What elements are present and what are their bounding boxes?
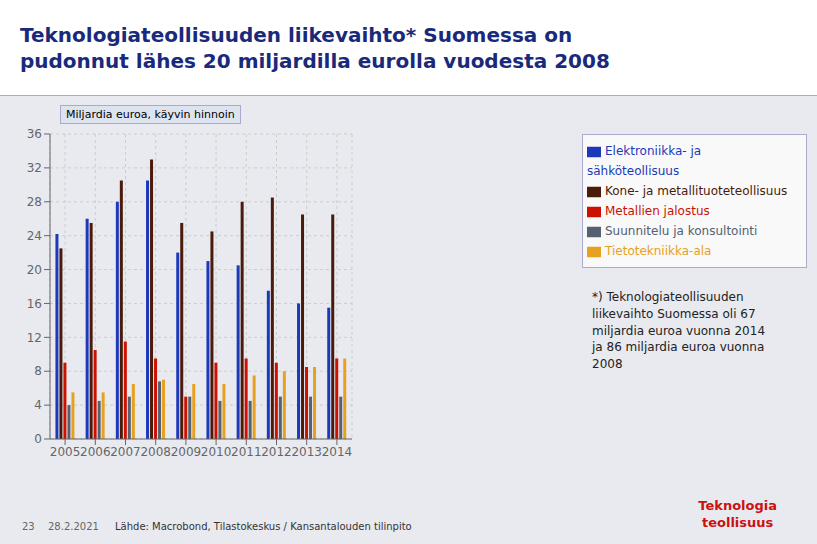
svg-text:24: 24 [27, 229, 42, 243]
svg-text:32: 32 [27, 161, 42, 175]
html-text:Metallien jalostus: Metallien jalostus [605, 204, 710, 218]
html-text:Teknologiateollisuuden liikeva: Teknologiateollisuuden liikevaihto* Suom… [20, 22, 610, 73]
svg-text:2005: 2005 [50, 445, 81, 459]
svg-text:20: 20 [27, 263, 42, 277]
svg-text:2009: 2009 [171, 445, 202, 459]
html-text:28.2.2021: 28.2.2021 [48, 521, 99, 532]
svg-text:2013: 2013 [291, 445, 322, 459]
svg-text:2007: 2007 [110, 445, 141, 459]
html-text:Miljardia euroa, käyvin hinnoi: Miljardia euroa, käyvin hinnoin [66, 108, 235, 121]
svg-text:2008: 2008 [140, 445, 171, 459]
html-text:*) Teknologiateollisuuden liik: *) Teknologiateollisuuden liikevaihto Su… [592, 290, 765, 372]
html-text:Tietotekniikka-ala: Tietotekniikka-ala [605, 244, 712, 258]
html-text:Lähde: Macrobond, Tilastokesku: Lähde: Macrobond, Tilastokeskus / Kansan… [115, 521, 412, 532]
html-text:Suunnitelu ja konsultointi: Suunnitelu ja konsultointi [605, 224, 758, 238]
svg-text:12: 12 [27, 331, 42, 345]
svg-text:2014: 2014 [322, 445, 353, 459]
html-text:Elektroniikka- ja sähköteollis: Elektroniikka- ja sähköteollisuus [587, 144, 702, 178]
svg-text:4: 4 [34, 398, 42, 412]
svg-text:0: 0 [34, 432, 42, 446]
html-text:Teknologia teollisuus: Teknologia teollisuus [698, 498, 777, 531]
svg-text:36: 36 [27, 127, 42, 141]
html-text:Kone- ja metallituoteteollisuu: Kone- ja metallituoteteollisuus [605, 184, 788, 198]
svg-text:2006: 2006 [80, 445, 111, 459]
svg-text:8: 8 [34, 364, 42, 378]
svg-text:2012: 2012 [261, 445, 292, 459]
html-text:23: 23 [22, 521, 35, 532]
svg-text:2011: 2011 [231, 445, 262, 459]
svg-text:28: 28 [27, 195, 42, 209]
svg-text:2010: 2010 [201, 445, 232, 459]
svg-text:16: 16 [27, 297, 42, 311]
